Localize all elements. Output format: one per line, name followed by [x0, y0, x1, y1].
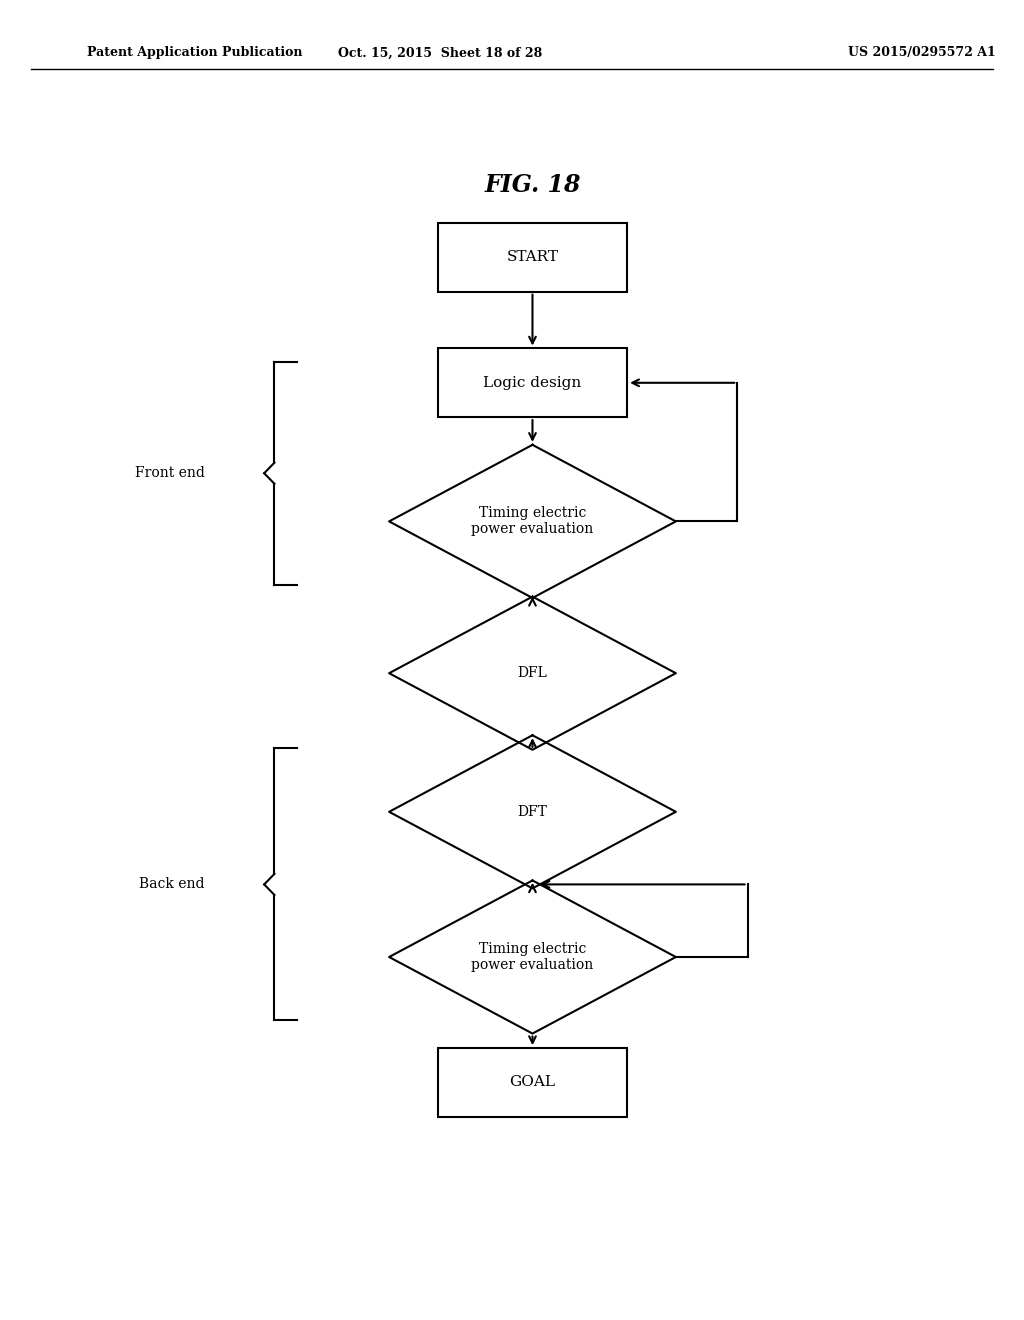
Bar: [438, 223, 627, 292]
Text: DFL: DFL: [517, 667, 548, 680]
Text: DFT: DFT: [517, 805, 548, 818]
Bar: [438, 1048, 627, 1117]
Polygon shape: [389, 445, 676, 598]
Text: Back end: Back end: [139, 878, 205, 891]
Polygon shape: [389, 735, 676, 888]
Text: Timing electric
power evaluation: Timing electric power evaluation: [471, 942, 594, 972]
Bar: [438, 348, 627, 417]
Text: Oct. 15, 2015  Sheet 18 of 28: Oct. 15, 2015 Sheet 18 of 28: [338, 46, 543, 59]
Text: Front end: Front end: [135, 466, 205, 480]
Text: US 2015/0295572 A1: US 2015/0295572 A1: [848, 46, 995, 59]
Polygon shape: [389, 880, 676, 1034]
Text: FIG. 18: FIG. 18: [484, 173, 581, 197]
Text: GOAL: GOAL: [510, 1076, 555, 1089]
Text: Timing electric
power evaluation: Timing electric power evaluation: [471, 507, 594, 536]
Text: Patent Application Publication: Patent Application Publication: [87, 46, 302, 59]
Polygon shape: [389, 597, 676, 750]
Text: Logic design: Logic design: [483, 376, 582, 389]
Text: START: START: [507, 251, 558, 264]
